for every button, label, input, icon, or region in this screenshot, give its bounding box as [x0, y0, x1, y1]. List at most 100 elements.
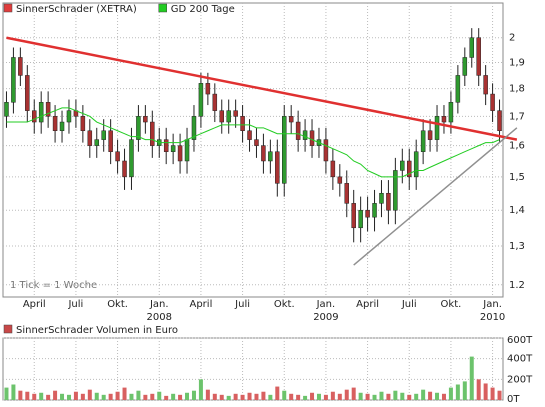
volume-bar: [205, 389, 210, 400]
x-tick-label: Okt.: [274, 299, 295, 310]
candle-body: [268, 151, 273, 162]
candle-body: [337, 176, 343, 184]
volume-bar: [330, 391, 335, 400]
volume-bar: [282, 390, 287, 400]
candle-body: [400, 160, 405, 171]
y-tick-label: 1,6: [509, 141, 525, 152]
volume-bar: [80, 393, 85, 400]
volume-bar: [344, 389, 349, 400]
volume-bar: [233, 393, 238, 400]
volume-bar: [275, 386, 280, 400]
candle-body: [372, 203, 377, 218]
y-tick-label: 1,3: [509, 241, 525, 252]
x-year-label: 2010: [480, 312, 505, 323]
y-tick-label: 1.2: [509, 280, 525, 291]
volume-bar: [421, 389, 426, 400]
volume-bar: [435, 392, 440, 400]
candle-body: [261, 145, 266, 162]
candle-body: [184, 139, 190, 162]
candle-body: [18, 57, 23, 76]
y-tick-label: 0T: [507, 394, 520, 405]
candle-body: [365, 209, 370, 218]
candle-body: [275, 151, 280, 184]
x-tick-label: Jan.: [316, 299, 336, 310]
volume-bar: [46, 394, 51, 400]
candle-body: [52, 116, 58, 132]
annotation: 1 Tick = 1 Woche: [10, 280, 97, 291]
x-tick-label: Juli: [234, 299, 250, 310]
volume-bar: [428, 391, 433, 400]
candle-body: [309, 130, 315, 146]
volume-bar: [129, 393, 134, 400]
candle-body: [351, 203, 356, 229]
candle-body: [448, 102, 454, 123]
candle-body: [386, 192, 391, 211]
volume-bar: [469, 356, 474, 400]
volume-bar: [462, 381, 467, 400]
candle-body: [420, 130, 426, 152]
volume-bar: [115, 391, 120, 400]
candle-body: [330, 160, 336, 178]
x-year-label: 2009: [313, 312, 338, 323]
candle-body: [108, 130, 113, 152]
volume-bar: [296, 394, 301, 400]
volume-bar: [143, 394, 148, 400]
moving-average-line: [6, 107, 500, 178]
volume-bar: [483, 383, 488, 400]
candle-body: [379, 192, 384, 204]
candle-body: [295, 121, 301, 140]
x-tick-label: April: [356, 299, 379, 310]
volume-bar: [358, 392, 363, 400]
legend-swatch: [3, 324, 13, 334]
candle-body: [302, 130, 308, 140]
candle-body: [226, 110, 231, 123]
volume-bar: [11, 384, 16, 400]
candle-body: [455, 75, 461, 103]
volume-bar: [289, 393, 294, 400]
volume-bar: [490, 387, 495, 400]
candle-body: [233, 110, 238, 117]
y-tick-label: 2: [509, 33, 515, 44]
candle-body: [434, 116, 440, 140]
y-tick-label: 1,8: [509, 84, 525, 95]
x-tick-label: April: [23, 299, 46, 310]
volume-bar: [226, 395, 231, 400]
candle-body: [441, 116, 447, 123]
y-tick-label: 200T: [507, 374, 533, 385]
volume-bar: [240, 394, 245, 400]
candle-body: [497, 110, 502, 132]
volume-bar: [455, 384, 460, 400]
candle-body: [407, 160, 412, 178]
legend-label: GD 200 Tage: [171, 4, 235, 15]
candle-body: [219, 110, 224, 123]
volume-bar: [73, 391, 78, 400]
volume-bar: [191, 390, 196, 400]
volume-bar: [164, 395, 169, 400]
volume-bar: [150, 393, 155, 400]
volume-bar: [219, 394, 224, 400]
candle-body: [358, 209, 363, 229]
candle-body: [115, 151, 120, 162]
candle-body: [25, 75, 30, 111]
y-tick-label: 600T: [507, 335, 533, 346]
candle-body: [462, 57, 468, 76]
candle-body: [87, 130, 93, 146]
candle-body: [66, 110, 72, 123]
x-tick-label: Okt.: [107, 299, 128, 310]
volume-bar: [379, 391, 384, 400]
candle-body: [205, 83, 211, 95]
volume-bar: [310, 392, 315, 400]
legend-swatch: [158, 3, 167, 13]
price-frame: [2, 2, 504, 298]
volume-bar: [400, 392, 405, 400]
candle-body: [143, 116, 148, 123]
volume-bar: [178, 394, 183, 400]
volume-bar: [323, 394, 328, 400]
legend-swatch: [3, 3, 13, 13]
volume-bar: [122, 387, 127, 400]
volume-bar: [497, 390, 502, 400]
candle-body: [45, 102, 51, 117]
volume-bar: [351, 387, 356, 400]
x-tick-label: Okt.: [441, 299, 462, 310]
x-tick-label: Juli: [401, 299, 417, 310]
